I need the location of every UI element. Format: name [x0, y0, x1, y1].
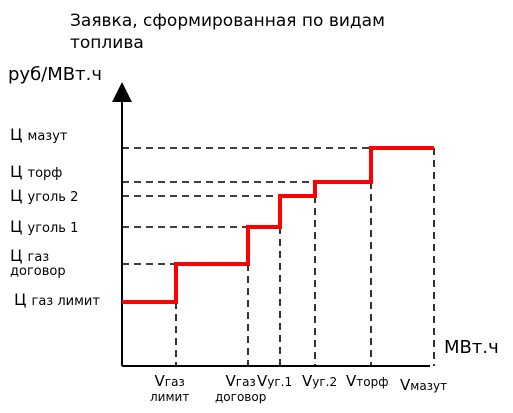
y-label-gaz-dogovor: Ц газ договор — [10, 246, 66, 279]
y-label-torf: Ц торф — [10, 162, 62, 181]
y-label-ugol2: Ц уголь 2 — [10, 186, 78, 205]
x-label-mazut: Vмазут — [400, 375, 447, 394]
x-label-ug2: Vуг.2 — [302, 371, 337, 390]
y-label-mazut: Ц мазут — [10, 125, 67, 144]
bid-step-line — [122, 148, 434, 302]
vertical-guides — [176, 148, 434, 366]
y-label-gaz-limit: Ц газ лимит — [14, 290, 100, 309]
x-label-torf: Vторф — [346, 371, 388, 390]
x-label-gaz-limit: Vгаз лимит — [150, 371, 189, 405]
x-label-ug1: Vуг.1 — [257, 371, 292, 390]
y-label-ugol1: Ц уголь 1 — [10, 217, 78, 236]
